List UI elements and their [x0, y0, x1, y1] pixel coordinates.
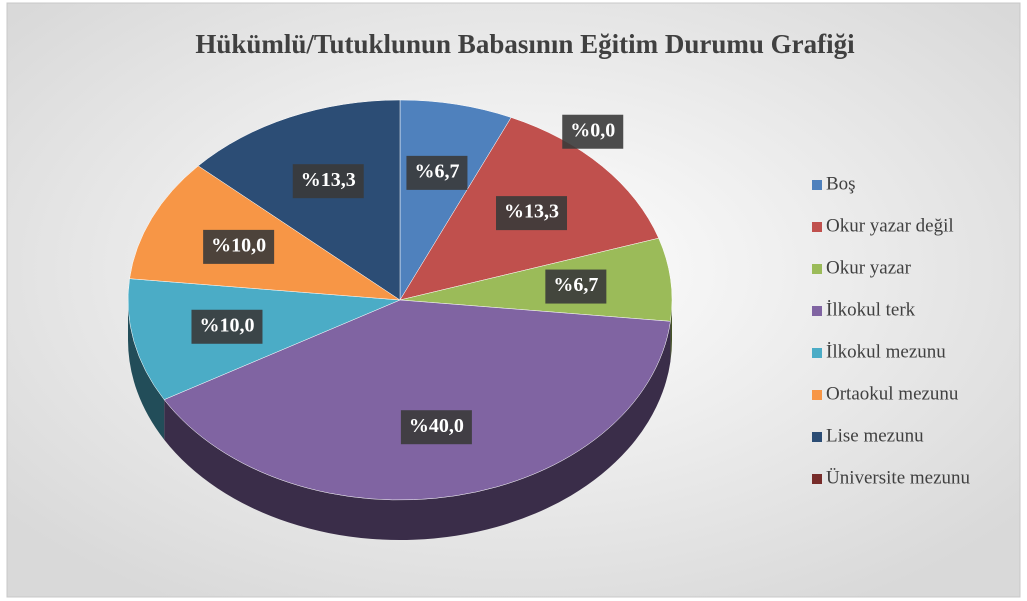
- data-label-group: %0,0: [562, 114, 624, 149]
- data-label-group: %10,0: [191, 309, 263, 344]
- data-label-box: [562, 114, 624, 149]
- data-label: %6,7: [414, 160, 459, 182]
- legend-swatch: [812, 474, 822, 484]
- data-label-group: %13,3: [292, 164, 364, 199]
- legend-swatch: [812, 348, 822, 358]
- legend-label: İlkokul terk: [826, 299, 916, 320]
- data-label: %40,0: [409, 415, 464, 437]
- legend-swatch: [812, 180, 822, 190]
- data-label-box: [545, 269, 607, 304]
- slice: [127, 278, 401, 400]
- data-label: %0,0: [570, 119, 615, 141]
- legend-label: Lise mezunu: [826, 425, 924, 446]
- legend-label: Boş: [826, 173, 856, 194]
- data-label-group: %6,7: [545, 269, 607, 304]
- data-label: %10,0: [199, 314, 254, 336]
- data-label-box: [400, 410, 472, 445]
- legend-label: Üniversite mezunu: [826, 467, 971, 488]
- slice-side: [164, 321, 671, 540]
- data-label-group: %10,0: [203, 229, 275, 264]
- data-label-box: [496, 196, 568, 231]
- legend-swatch: [812, 264, 822, 274]
- legend-swatch: [812, 306, 822, 316]
- slice: [197, 99, 401, 301]
- data-label-box: [203, 229, 275, 264]
- data-label-group: %40,0: [400, 410, 472, 445]
- data-label: %13,3: [301, 169, 356, 191]
- legend-label: Okur yazar: [826, 257, 912, 278]
- chart-title: Hükümlü/Tutuklunun Babasının Eğitim Duru…: [195, 29, 855, 59]
- data-label-group: %6,7: [406, 155, 468, 190]
- slice-side: [670, 300, 672, 362]
- data-label: %6,7: [553, 274, 598, 296]
- legend-label: Ortaokul mezunu: [826, 383, 959, 404]
- legend-swatch: [812, 432, 822, 442]
- slice: [399, 99, 512, 301]
- data-label-box: [406, 155, 468, 190]
- data-label-box: [292, 164, 364, 199]
- legend-swatch: [812, 222, 822, 232]
- data-label-box: [191, 309, 263, 344]
- legend-label: Okur yazar değil: [826, 215, 954, 236]
- data-label: %10,0: [211, 234, 266, 256]
- legend-swatch: [812, 390, 822, 400]
- slice: [163, 299, 671, 501]
- legend-label: İlkokul mezunu: [826, 341, 946, 362]
- data-label-group: %13,3: [496, 196, 568, 231]
- data-label: %13,3: [504, 201, 559, 223]
- slice-side: [128, 300, 165, 440]
